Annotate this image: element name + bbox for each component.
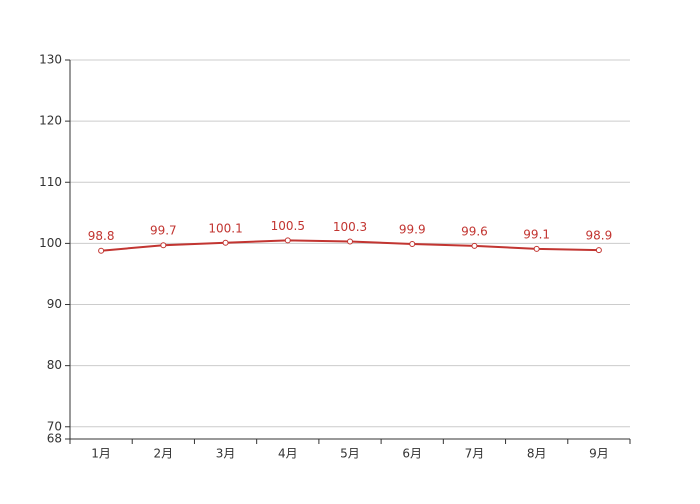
y-tick-label: 100 [39, 236, 62, 250]
data-label: 100.1 [208, 221, 242, 235]
point [347, 238, 353, 245]
y-tick-label: 68 [47, 432, 62, 446]
x-tick-label: 6月 [402, 447, 422, 461]
data-label: 98.9 [586, 229, 613, 243]
y-tick-label: 130 [39, 53, 62, 67]
y-tick-label: 80 [47, 358, 62, 372]
data-label: 99.9 [399, 222, 426, 236]
point [98, 247, 105, 254]
x-tick-label: 7月 [465, 447, 485, 461]
y-tick-label: 90 [47, 297, 62, 311]
point [471, 242, 478, 249]
x-tick-label: 3月 [216, 447, 236, 461]
x-tick-label: 5月 [340, 447, 360, 461]
point [222, 239, 229, 246]
point [284, 237, 291, 244]
x-tick-label: 9月 [589, 447, 609, 461]
point [160, 242, 167, 249]
point [409, 240, 416, 247]
x-tick-label: 4月 [278, 447, 298, 461]
data-label: 99.1 [523, 227, 550, 241]
data-label: 100.3 [333, 220, 367, 234]
x-tick-label: 1月 [91, 447, 111, 461]
data-label: 98.8 [88, 229, 115, 243]
y-tick-label: 110 [39, 175, 62, 189]
y-tick-label: 70 [47, 419, 62, 433]
x-tick-label: 8月 [527, 447, 547, 461]
x-tick-label: 2月 [154, 447, 174, 461]
point [595, 247, 602, 254]
data-label: 100.5 [271, 219, 305, 233]
y-tick-label: 120 [39, 114, 62, 128]
data-label: 99.6 [461, 224, 488, 238]
point [533, 245, 540, 252]
data-label: 99.7 [150, 224, 177, 238]
